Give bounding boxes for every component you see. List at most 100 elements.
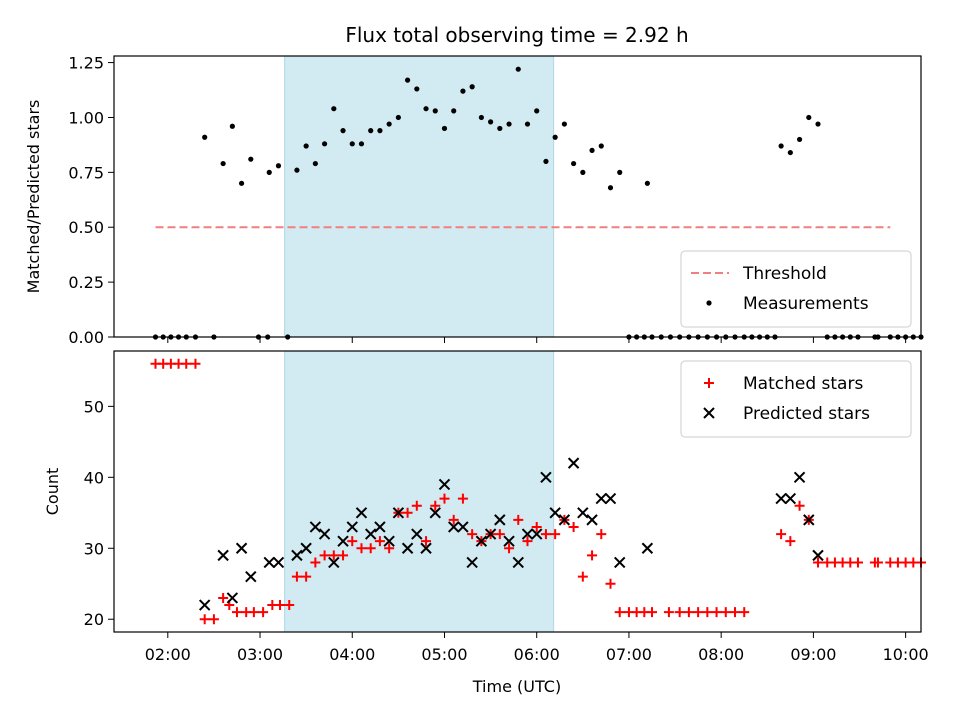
data-point-matched [338, 550, 349, 561]
x-tick-label: 09:00 [790, 645, 836, 664]
chart-title: Flux total observing time = 2.92 h [345, 23, 688, 47]
legend: Matched stars Predicted stars [680, 360, 912, 438]
data-point [524, 121, 531, 127]
data-point-predicted [784, 492, 797, 505]
data-point-predicted [614, 556, 626, 569]
data-point [395, 114, 401, 121]
data-point [423, 106, 429, 112]
legend-box [680, 250, 912, 328]
data-point-predicted [775, 492, 787, 505]
data-point-matched [439, 493, 450, 504]
data-point-predicted [429, 507, 441, 519]
data-point-predicted [328, 556, 340, 569]
data-point-matched [284, 600, 295, 611]
data-point [778, 143, 784, 149]
data-point-matched [328, 550, 339, 561]
data-point-matched [275, 600, 286, 611]
bottom-panel: 20 30 40 50 02:00 03:00 04:00 05:00 06:00 07:00 08… [43, 350, 929, 664]
highlight-band [284, 350, 555, 633]
legend-label: Threshold [742, 264, 827, 284]
y-tick-label: 0.25 [68, 273, 104, 292]
data-point [515, 66, 521, 72]
data-point-predicted [494, 514, 506, 526]
data-point-matched [258, 607, 269, 618]
data-point [607, 185, 614, 191]
data-point-predicted [245, 570, 257, 583]
data-point [441, 125, 448, 132]
data-point [506, 121, 512, 127]
data-point [368, 128, 374, 134]
data-point-predicted [466, 556, 478, 569]
data-point-matched [587, 550, 598, 561]
plot-frame [113, 350, 922, 633]
data-point-predicted [549, 507, 561, 519]
data-point-matched [347, 536, 358, 547]
data-point [644, 180, 650, 186]
data-point-matched [448, 514, 459, 525]
data-point [229, 123, 235, 129]
legend: Threshold Measurements [680, 250, 912, 328]
data-point [414, 86, 420, 92]
data-point-predicted [383, 535, 395, 547]
data-point [331, 106, 337, 112]
data-point-matched [596, 529, 607, 540]
legend-label: Predicted stars [743, 404, 870, 424]
data-point-matched [181, 358, 192, 369]
highlight-band [284, 55, 555, 338]
data-point-matched [739, 607, 750, 618]
data-point-matched [550, 529, 561, 540]
data-point [404, 77, 411, 83]
top-panel: 0.00 0.25 0.50 0.75 1.00 1.25 Matched/Predicte… [24, 54, 924, 347]
y-axis-label: Count [43, 468, 62, 516]
data-point-matched [720, 607, 731, 618]
data-point-matched [319, 550, 330, 561]
data-point-predicted [438, 478, 451, 491]
data-point [248, 156, 254, 162]
data-point-matched [674, 607, 685, 618]
y-tick-label: 0.75 [68, 163, 104, 182]
data-point-predicted [235, 542, 248, 554]
data-point-predicted [392, 507, 405, 519]
data-point [580, 169, 586, 175]
data-point-predicted [577, 507, 589, 519]
legend-label: Measurements [743, 294, 869, 314]
x-tick-label: 10:00 [883, 645, 929, 664]
x-tick-label: 05:00 [421, 645, 467, 664]
data-point-predicted [318, 528, 331, 540]
data-point [238, 180, 245, 186]
data-point-predicted [812, 549, 824, 562]
y-tick-label: 0.00 [68, 328, 104, 347]
y-tick-label: 30 [84, 539, 104, 558]
data-point [220, 160, 226, 167]
data-point [534, 108, 540, 114]
data-point-predicted [309, 521, 322, 533]
data-point-matched [402, 507, 413, 518]
data-point-matched [663, 607, 674, 618]
x-tick-label: 03:00 [237, 645, 283, 664]
data-point [294, 167, 300, 173]
data-point-matched [693, 607, 704, 618]
x-tick-label: 08:00 [698, 645, 744, 664]
data-point-matched [291, 571, 302, 582]
data-point-matched [568, 521, 579, 532]
legend-label: Matched stars [743, 374, 863, 394]
y-axis-label: Matched/Predicted stars [24, 100, 43, 294]
data-point-matched [248, 607, 259, 618]
data-point-matched [494, 529, 505, 540]
data-point-matched [813, 557, 824, 568]
data-point [589, 147, 595, 153]
plot-frame [113, 55, 922, 338]
data-point-matched [614, 607, 625, 618]
y-tick-label: 1.00 [68, 108, 104, 127]
y-tick-label: 1.25 [68, 54, 104, 73]
data-point [571, 160, 577, 167]
data-point-matched [785, 536, 796, 547]
data-point-matched [711, 607, 722, 618]
data-point [552, 134, 558, 140]
data-point-matched [776, 529, 787, 540]
data-point [340, 128, 346, 134]
data-point [806, 114, 812, 121]
data-point-predicted [226, 592, 239, 604]
data-point [303, 143, 309, 149]
y-tick-label: 40 [84, 468, 104, 487]
